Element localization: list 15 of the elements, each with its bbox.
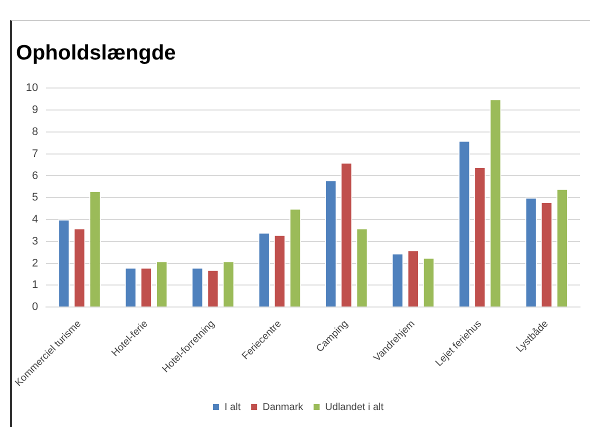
y-tick-label: 8 (32, 126, 38, 138)
y-tick-label: 0 (32, 301, 38, 314)
legend-label: Danmark (262, 402, 304, 413)
y-tick-label: 3 (32, 235, 38, 248)
y-tick-label: 1 (32, 279, 38, 292)
y-tick-label: 4 (32, 214, 38, 226)
y-tick-label: 9 (32, 104, 38, 116)
y-tick-label: 10 (26, 82, 38, 94)
y-tick-label: 5 (32, 192, 38, 204)
legend-label: Udlandet i alt (325, 402, 384, 413)
y-tick-label: 6 (32, 170, 38, 182)
chart-title: Opholdslængde (16, 41, 176, 64)
y-tick-label: 2 (32, 257, 38, 270)
legend-label: I alt (224, 402, 241, 413)
y-tick-label: 7 (32, 148, 38, 160)
